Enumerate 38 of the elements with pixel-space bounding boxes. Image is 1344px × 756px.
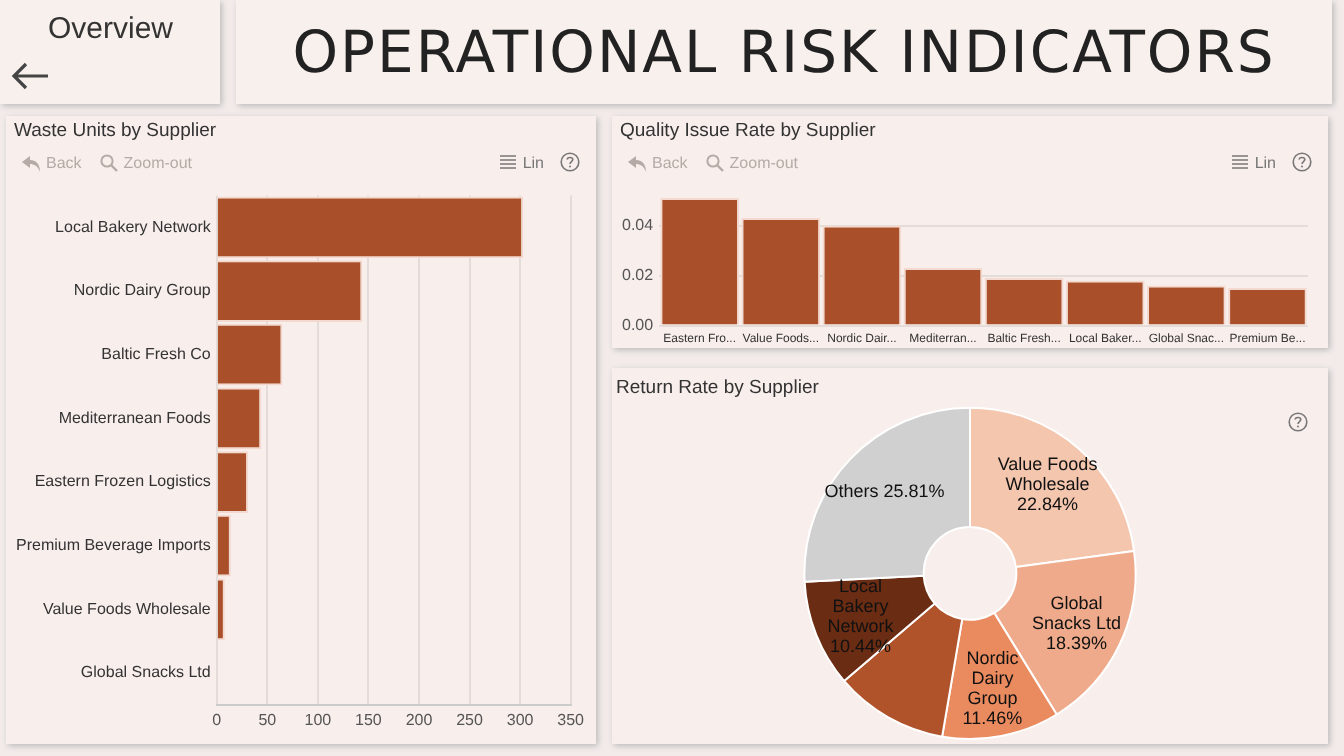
text: Back: [46, 154, 82, 172]
slice-label: Global Snacks Ltd: [1032, 592, 1122, 633]
chart-title: Quality Issue Rate by Supplier: [618, 118, 878, 146]
slice-label: Nordic Dairy Group: [966, 648, 1020, 709]
data-label: 11.46%: [962, 708, 1023, 729]
x-tick-label: 100: [304, 710, 333, 729]
y-tick-label: 0.04: [621, 216, 655, 235]
x-tick-label: 250: [456, 710, 484, 729]
data-label: 18.39%: [1046, 632, 1108, 653]
y-tick-label: 0.00: [621, 316, 655, 335]
data-label: 22.84%: [1017, 493, 1079, 514]
slice-label: Others 25.81%: [824, 481, 945, 502]
x-tick-label: 0: [212, 710, 223, 729]
y-tick-label: Nordic Dairy Group: [73, 281, 212, 300]
text: Overview: [48, 12, 174, 46]
y-tick-label: 0.02: [621, 266, 655, 285]
x-tick-label: 50: [258, 710, 278, 729]
x-tick-label: 300: [506, 710, 535, 729]
y-tick-label: Mediterranean Foods: [58, 408, 211, 427]
y-tick-label: Local Bakery Network: [55, 217, 213, 236]
y-tick-label: Premium Beverage Imports: [15, 536, 211, 555]
text: Zoom-out: [123, 154, 193, 172]
x-tick-label: 150: [355, 710, 383, 729]
slice-label: Local Bakery Network: [827, 575, 895, 636]
text: OPERATIONAL RISK INDICATORS: [236, 0, 1332, 104]
text: Lin: [522, 153, 544, 171]
y-tick-label: Value Foods Wholesale: [42, 599, 212, 618]
text: Back: [652, 154, 688, 172]
chart-title: Return Rate by Supplier: [616, 376, 819, 399]
chart-title: Waste Units by Supplier: [12, 118, 219, 146]
text: Zoom-out: [729, 154, 799, 172]
x-tick-label: 350: [557, 710, 586, 729]
slice-label: Value Foods Wholesale: [997, 453, 1099, 494]
y-tick-label: Global Snacks Ltd: [80, 663, 211, 682]
x-tick-label: 200: [405, 710, 434, 729]
y-tick-label: Eastern Frozen Logistics: [34, 472, 211, 491]
text: Lin: [1254, 153, 1276, 171]
y-tick-label: Baltic Fresh Co: [101, 345, 212, 364]
